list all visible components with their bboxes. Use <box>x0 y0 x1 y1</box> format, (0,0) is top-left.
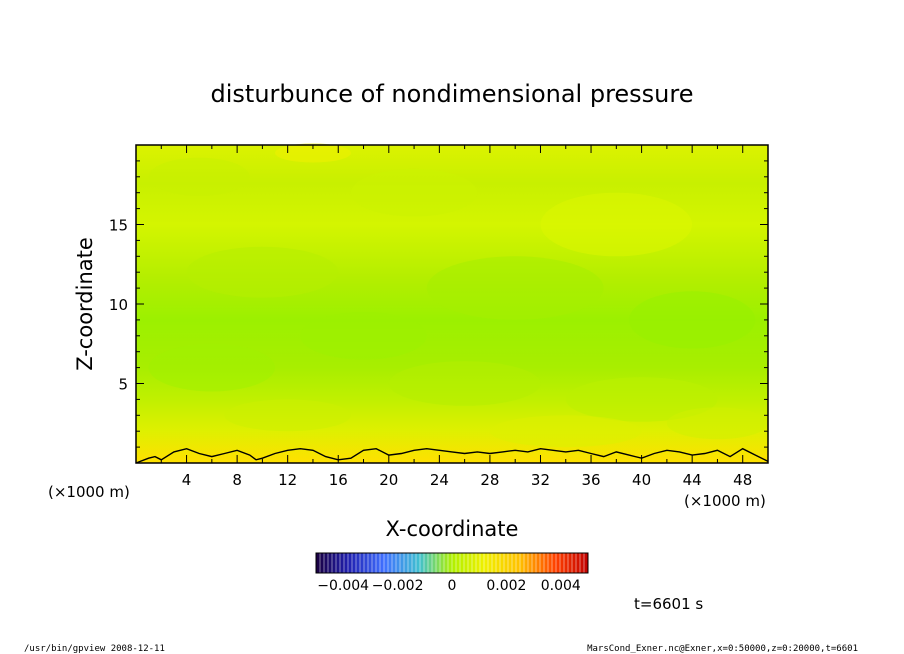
x-tick-label: 8 <box>232 471 242 489</box>
y-axis-label: Z-coordinate <box>73 237 97 371</box>
field-blob <box>148 157 250 196</box>
chart-title: disturbunce of nondimensional pressure <box>211 80 694 108</box>
time-label: t=6601 s <box>634 595 703 613</box>
field-blob <box>224 399 351 432</box>
colorbar-tick-label: −0.004 <box>317 578 369 594</box>
y-axis-ticks: 5 10 15 <box>109 144 768 464</box>
field-blob <box>628 291 756 349</box>
y-tick-label: 10 <box>109 296 128 314</box>
footer-left: /usr/bin/gpview 2008-12-11 <box>24 644 165 654</box>
colorbar-frame <box>315 552 589 574</box>
x-tick-label: 36 <box>581 471 600 489</box>
field-blob <box>148 343 276 392</box>
x-unit-left: (×1000 m) <box>48 483 130 501</box>
x-tick-label: 44 <box>683 471 702 489</box>
field-blob <box>666 407 768 440</box>
x-axis-ticks: 4 8 12 16 20 24 28 32 36 40 44 48 <box>135 145 769 489</box>
field-blob <box>275 143 351 163</box>
colorbar-fill <box>316 553 588 573</box>
field-blob <box>489 415 642 448</box>
colorbar: −0.004 −0.002 0 0.002 0.004 <box>315 552 589 594</box>
colorbar-tick-label: −0.002 <box>372 578 424 594</box>
x-tick-label: 28 <box>480 471 499 489</box>
colorbar-tick-label: 0 <box>448 578 457 594</box>
heatmap-field <box>136 143 768 463</box>
colorbar-tick-labels: −0.004 −0.002 0 0.002 0.004 <box>317 578 581 594</box>
field-blob <box>426 256 604 320</box>
x-tick-label: 16 <box>329 471 348 489</box>
x-axis-label: X-coordinate <box>386 517 519 541</box>
footer-right: MarsCond_Exner.nc@Exner,x=0:50000,z=0:20… <box>587 644 858 654</box>
field-blobs <box>148 143 768 448</box>
field-blob <box>565 377 718 422</box>
y-tick-label: 15 <box>109 217 128 235</box>
x-tick-label: 20 <box>379 471 398 489</box>
x-tick-label: 48 <box>733 471 752 489</box>
x-tick-label: 32 <box>531 471 550 489</box>
colorbar-tick-label: 0.002 <box>486 578 526 594</box>
colorbar-tick-label: 0.004 <box>541 578 581 594</box>
contour-line <box>135 447 769 464</box>
x-tick-label: 40 <box>632 471 651 489</box>
field-blob <box>350 168 478 217</box>
field-blob <box>388 361 541 406</box>
colorbar-stripes <box>319 553 585 573</box>
x-unit-right: (×1000 m) <box>684 492 766 510</box>
x-tick-label: 4 <box>182 471 192 489</box>
field-blob <box>300 311 427 360</box>
x-tick-label: 24 <box>430 471 449 489</box>
field-blob <box>186 246 339 298</box>
x-tick-label: 12 <box>278 471 297 489</box>
field-blob <box>540 192 693 257</box>
y-tick-label: 5 <box>118 376 128 394</box>
